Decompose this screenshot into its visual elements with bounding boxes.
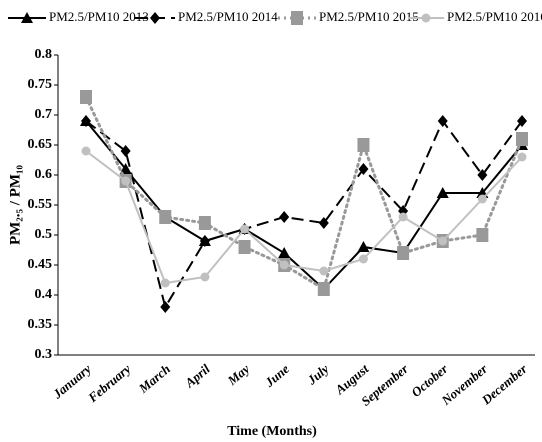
y-tick-label: 0.45 (28, 257, 53, 272)
legend-marker (150, 12, 160, 24)
data-point (358, 163, 369, 175)
data-point (200, 272, 210, 282)
data-point (119, 163, 132, 174)
y-tick-label: 0.7 (35, 107, 53, 122)
x-tick-label: May (224, 361, 253, 389)
data-point (159, 210, 172, 224)
data-point (437, 115, 448, 127)
data-point (516, 132, 528, 146)
data-point (358, 254, 368, 264)
data-point (238, 240, 251, 254)
data-point (121, 176, 131, 186)
data-point (199, 235, 210, 247)
series-line (85, 150, 523, 285)
legend-label: PM2.5/PM10 2013 (49, 9, 149, 24)
data-point (120, 145, 131, 157)
data-point (240, 224, 250, 234)
y-tick-label: 0.8 (35, 47, 53, 62)
y-tick-label: 0.5 (35, 227, 53, 242)
data-point (397, 246, 410, 260)
data-point (398, 212, 408, 222)
series-line (85, 119, 523, 310)
y-axis-title: PM₂.₅ / PM₁₀ (7, 164, 23, 245)
x-tick-label: April (181, 361, 213, 391)
y-tick-label: 0.75 (28, 77, 53, 92)
y-tick-label: 0.35 (28, 317, 53, 332)
data-point (318, 217, 329, 229)
x-tick-label: July (304, 361, 332, 388)
legend-label: PM2.5/PM10 2015 (319, 9, 419, 24)
legend-label: PM2.5/PM10 2016 (447, 9, 542, 24)
y-tick-label: 0.55 (28, 197, 53, 212)
data-point (81, 115, 91, 127)
data-point (278, 247, 291, 258)
data-point (477, 169, 488, 181)
data-point (317, 282, 330, 296)
series-line (85, 120, 523, 291)
data-point (357, 241, 370, 252)
x-axis-title: Time (Months) (227, 424, 317, 439)
data-point (357, 138, 370, 152)
data-point (160, 301, 171, 313)
data-point (517, 152, 527, 162)
data-point (80, 90, 92, 104)
data-point (81, 146, 91, 156)
data-point (436, 187, 449, 198)
data-point (438, 236, 448, 246)
y-tick-label: 0.3 (35, 347, 53, 362)
legend-marker (21, 12, 33, 23)
data-point (198, 216, 211, 230)
data-point (319, 266, 329, 276)
data-point (476, 228, 489, 242)
legend-marker (291, 11, 303, 25)
y-tick-label: 0.6 (35, 167, 53, 182)
x-tick-label: June (261, 361, 292, 390)
y-tick-label: 0.65 (28, 137, 53, 152)
y-tick-label: 0.4 (35, 287, 53, 302)
data-point (160, 278, 170, 288)
series-line (84, 95, 524, 292)
x-tick-label: February (84, 361, 133, 406)
x-tick-label: March (135, 361, 173, 396)
data-point (279, 211, 290, 223)
legend-marker (421, 13, 431, 23)
data-point (477, 194, 487, 204)
data-point (279, 260, 289, 270)
data-point (517, 115, 527, 127)
legend-label: PM2.5/PM10 2014 (178, 9, 278, 24)
